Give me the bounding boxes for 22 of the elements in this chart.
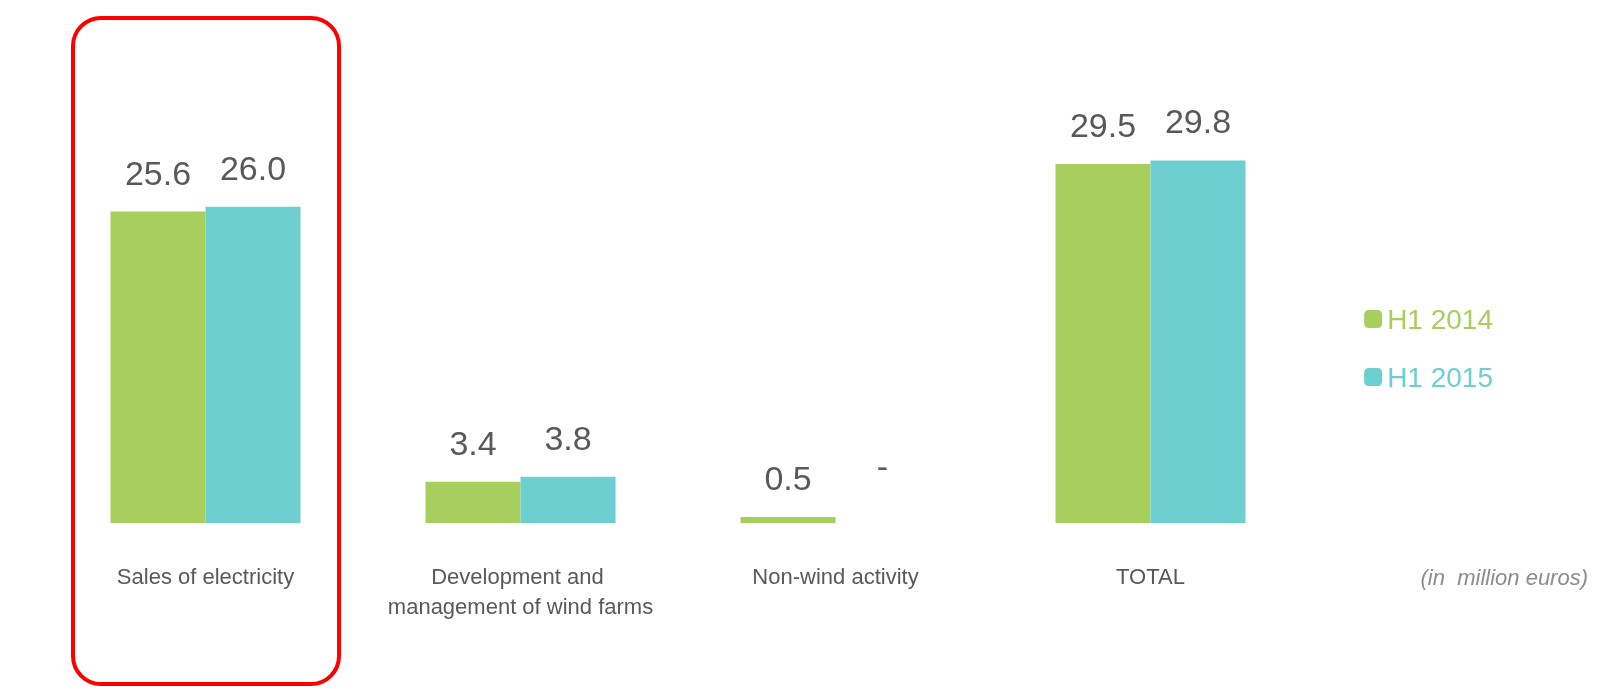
data-label: 25.6 (124, 153, 192, 192)
x-tick-label: Non-wind activity (752, 563, 919, 589)
x-tick-label: Sales of electricity (116, 563, 295, 589)
data-label: 29.8 (1164, 102, 1232, 141)
bar (1150, 160, 1246, 523)
text: (in million euros) (1420, 564, 1589, 590)
bar (425, 481, 521, 523)
bar (1055, 164, 1151, 523)
bar (110, 211, 206, 523)
legend-label: H1 2015 (1387, 361, 1494, 393)
bar (520, 476, 616, 523)
data-label: 29.5 (1069, 106, 1137, 145)
data-label: 3.8 (544, 418, 592, 457)
bar (740, 516, 836, 523)
data-label: 26.0 (219, 148, 287, 187)
data-label: 3.4 (449, 423, 497, 462)
annotation: - (876, 446, 889, 485)
data-label: 0.5 (764, 458, 812, 497)
x-tick-label: TOTAL (1116, 563, 1185, 589)
bar (205, 206, 301, 523)
x-tick-label: Development and management of wind farms (387, 563, 654, 619)
legend-label: H1 2014 (1387, 303, 1494, 335)
